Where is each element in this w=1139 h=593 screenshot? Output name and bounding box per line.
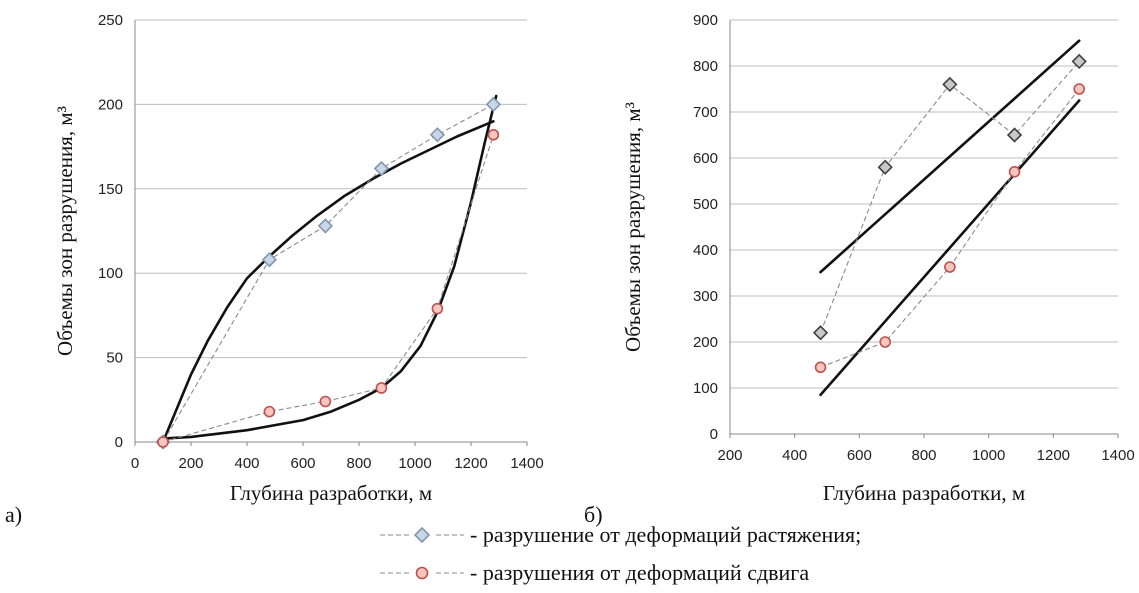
data-point-tension [261,252,278,268]
x-tick-label: 600 [847,447,872,464]
y-tick-label: 0 [710,426,718,443]
y-tick-label: 200 [693,334,718,351]
series-line-tension [162,103,494,443]
legend-marker-shear [415,566,429,580]
series-line-shear [820,88,1080,368]
trendline-shear_fit [161,94,498,440]
trendline-shear_fit [819,99,1081,397]
data-point-shear [375,382,388,394]
trendline-tension_fit [161,120,495,444]
panel-label: б) [584,502,603,527]
x-tick-label: 400 [234,455,259,472]
x-tick-label: 1400 [1101,447,1134,464]
x-tick-label: 1200 [1037,447,1070,464]
data-point-shear [944,261,956,273]
y-tick-label: 500 [693,196,718,213]
legend-item-tension: - разрушение от деформаций растяжения; [380,522,861,547]
data-point-shear [263,405,276,418]
y-tick-label: 900 [693,12,718,29]
panel-label: а) [5,502,22,527]
y-tick-label: 600 [693,150,718,167]
data-point-shear [487,128,500,141]
x-tick-label: 1400 [510,455,543,472]
x-axis-title: Глубина разработки, м [823,481,1025,505]
y-tick-label: 50 [106,350,123,367]
x-tick-label: 1000 [972,447,1005,464]
x-tick-label: 200 [717,447,742,464]
data-point-shear [431,302,444,315]
legend-item-shear: - разрушения от деформаций сдвига [380,560,809,585]
y-axis-title: Объемы зон разрушения, м³ [53,106,77,356]
legend-marker-tension [413,526,431,544]
series-line-shear [162,134,494,443]
data-point-tension [812,325,829,341]
y-tick-label: 100 [98,265,123,282]
data-point-shear [157,436,169,448]
x-tick-label: 1000 [398,455,431,472]
x-tick-label: 800 [346,455,371,472]
data-point-tension [877,159,893,175]
y-tick-label: 300 [693,288,718,305]
x-tick-label: 1200 [454,455,487,472]
data-point-tension [1071,53,1087,70]
x-tick-label: 800 [911,447,936,464]
legend: - разрушение от деформаций растяжения; - … [380,522,861,585]
data-point-shear [1008,166,1021,178]
x-tick-label: 600 [290,455,315,472]
y-tick-label: 100 [693,380,718,397]
y-tick-label: 400 [693,242,718,259]
x-tick-label: 200 [178,455,203,472]
y-tick-label: 200 [98,96,123,113]
series-line-tension [819,61,1080,334]
data-point-shear [319,395,332,408]
y-tick-label: 800 [693,58,718,75]
legend-label: - разрушение от деформаций растяжения; [470,522,861,547]
data-point-tension [942,76,958,93]
y-tick-label: 0 [115,434,123,451]
legend-label: - разрушения от деформаций сдвига [470,560,809,585]
data-point-tension [429,127,446,143]
trendline-tension_fit [819,39,1081,274]
x-axis-title: Глубина разработки, м [230,481,432,505]
data-point-tension [485,96,502,113]
y-tick-label: 250 [98,12,123,29]
x-tick-label: 400 [782,447,807,464]
y-tick-label: 150 [98,181,123,198]
data-point-tension [317,218,334,234]
panel-b: 0 100 200 300 400 500 600 700 800 900 200 400 600 800… [584,12,1135,527]
y-tick-label: 700 [693,104,718,121]
data-point-shear [814,361,827,374]
data-point-shear [879,336,892,348]
data-point-tension [1006,127,1023,143]
x-tick-label: 0 [131,455,139,472]
data-point-tension [373,160,390,177]
panel-a: 0 50 100 150 200 250 0 200 400 600 800 1000 1200 1400… [5,12,544,527]
data-point-shear [1073,83,1085,95]
y-axis-title: Объемы зон разрушения, м³ [621,102,645,352]
